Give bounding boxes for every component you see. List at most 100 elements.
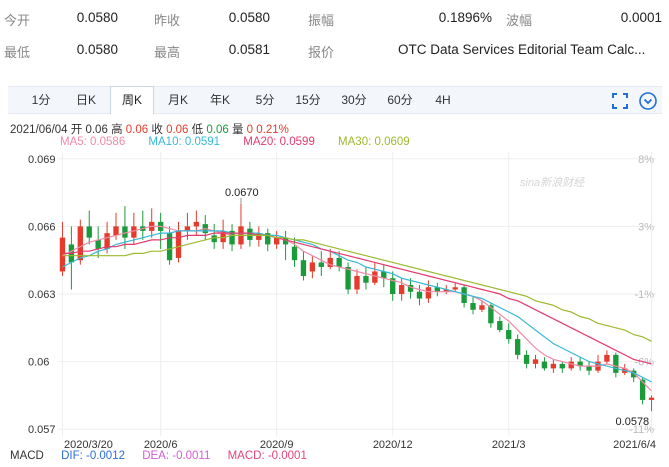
candle-body — [372, 271, 378, 283]
candle-body — [452, 287, 458, 290]
period-tab-bar: 1分 日K 周K 月K 年K 5分 15分 30分 60分 4H — [8, 86, 662, 115]
candle-body — [639, 379, 646, 400]
candle-body — [122, 226, 128, 238]
macd-title: MACD — [10, 450, 44, 462]
ma-legend: MA5: 0.0586 MA10: 0.0591 MA20: 0.0599 MA… — [60, 136, 430, 148]
x-tick-label: 2020/12 — [373, 439, 413, 451]
candle-body — [434, 287, 441, 292]
ma20-legend: MA20: 0.0599 — [243, 136, 315, 148]
info-open-label: 开 — [70, 124, 83, 136]
prev-close-value: 0.0580 — [228, 10, 270, 25]
candle-body — [514, 339, 521, 355]
tab-yearly-k[interactable]: 年K — [209, 93, 230, 107]
candle-body — [568, 361, 574, 369]
candle-body — [166, 233, 173, 261]
fullscreen-icon[interactable] — [610, 91, 630, 111]
candle-body — [631, 370, 637, 378]
candle-body — [300, 260, 307, 276]
y-tick-label: 0.06 — [28, 357, 49, 369]
y-right-tick-label: 8% — [638, 154, 654, 166]
amplitude-label: 振幅 — [308, 13, 335, 28]
tab-daily-k[interactable]: 日K — [75, 93, 96, 107]
info-volume: 0 — [246, 124, 254, 136]
y-right-tick-label: -1% — [634, 289, 654, 301]
candle-body — [577, 361, 583, 367]
candle-body — [220, 230, 226, 243]
candle-body — [416, 291, 423, 299]
x-tick-label: 2020/3/20 — [64, 439, 113, 451]
candle-body — [113, 226, 119, 236]
candle-body — [327, 257, 333, 267]
open-label: 今开 — [4, 13, 31, 28]
y-tick-label: 0.063 — [28, 289, 56, 301]
tab-60min[interactable]: 60分 — [387, 93, 413, 107]
candle-body — [229, 230, 235, 245]
info-change: 0.21% — [256, 124, 289, 136]
candle-body — [532, 359, 539, 364]
candle-body — [265, 233, 271, 245]
candle-body — [407, 284, 414, 292]
candle-body — [59, 237, 66, 272]
max-price-label: 0.0670 — [225, 187, 259, 199]
ma30-legend: MA30: 0.0609 — [338, 136, 410, 148]
y-tick-label: 0.069 — [28, 154, 56, 166]
candle-body — [506, 330, 512, 340]
tab-5min[interactable]: 5分 — [255, 93, 275, 107]
candle-body — [104, 233, 110, 249]
amplitude-value: 0.1896% — [438, 10, 492, 25]
range-value: 0.0001 — [620, 10, 662, 25]
quote-source-value: OTC Data Services Editorial Team Calc... — [398, 42, 646, 57]
candle-body — [77, 226, 83, 261]
expand-panel-icon[interactable] — [638, 91, 658, 111]
candle-body — [193, 221, 200, 227]
macd-dif: DIF: -0.0012 — [61, 450, 125, 462]
x-tick-label: 2020/6 — [144, 439, 178, 451]
candle-body — [363, 275, 369, 283]
info-low: 0.06 — [206, 124, 229, 136]
candle-body — [479, 305, 485, 310]
candle-body — [497, 321, 503, 331]
candle-body — [541, 361, 548, 369]
info-close: 0.06 — [166, 124, 189, 136]
candle-body — [390, 278, 396, 294]
candle-body — [586, 366, 592, 371]
macd-dea: DEA: -0.0011 — [142, 450, 211, 462]
tab-weekly-k[interactable]: 周K — [110, 86, 154, 115]
ma5-line — [62, 225, 652, 392]
tab-4h[interactable]: 4H — [435, 93, 451, 107]
tab-1min[interactable]: 1分 — [31, 93, 51, 107]
candle-body — [247, 228, 253, 240]
x-tick-label: 2020/9 — [260, 439, 294, 451]
open-value: 0.0580 — [76, 10, 118, 25]
tab-30min[interactable]: 30分 — [341, 93, 367, 107]
low-label: 最低 — [4, 45, 31, 60]
high-label: 最高 — [154, 45, 181, 60]
candle-body — [354, 275, 360, 290]
candle-body — [318, 262, 324, 267]
candle-body — [175, 230, 182, 258]
info-high: 0.06 — [125, 124, 149, 136]
quote-panel: 今开 0.0580 昨收 0.0580 振幅 0.1896% 波幅 0.0001… — [0, 0, 669, 68]
candle-body — [336, 257, 342, 267]
y-right-tick-label: -11% — [629, 424, 654, 436]
ohlc-info-line: 2021/06/04 开 0.06 高 0.06 收 0.06 低 0.06 量… — [10, 121, 289, 137]
candle-body — [550, 363, 557, 369]
candle-body — [381, 271, 387, 279]
info-low-label: 低 — [191, 124, 204, 136]
candle-body — [345, 266, 351, 290]
info-high-label: 高 — [111, 124, 123, 136]
candle-body — [184, 226, 191, 231]
high-value: 0.0581 — [228, 42, 270, 57]
ma10-legend: MA10: 0.0591 — [148, 136, 221, 148]
candle-body — [425, 287, 432, 299]
candle-body — [86, 226, 92, 238]
info-volume-label: 量 — [231, 124, 244, 136]
candle-body — [131, 226, 137, 238]
tab-monthly-k[interactable]: 月K — [167, 93, 188, 107]
y-right-tick-label: 3% — [638, 221, 654, 233]
tab-15min[interactable]: 15分 — [295, 93, 321, 107]
info-date: 2021/06/04 — [10, 124, 68, 136]
candle-body — [309, 262, 316, 272]
candle-body — [398, 284, 405, 294]
